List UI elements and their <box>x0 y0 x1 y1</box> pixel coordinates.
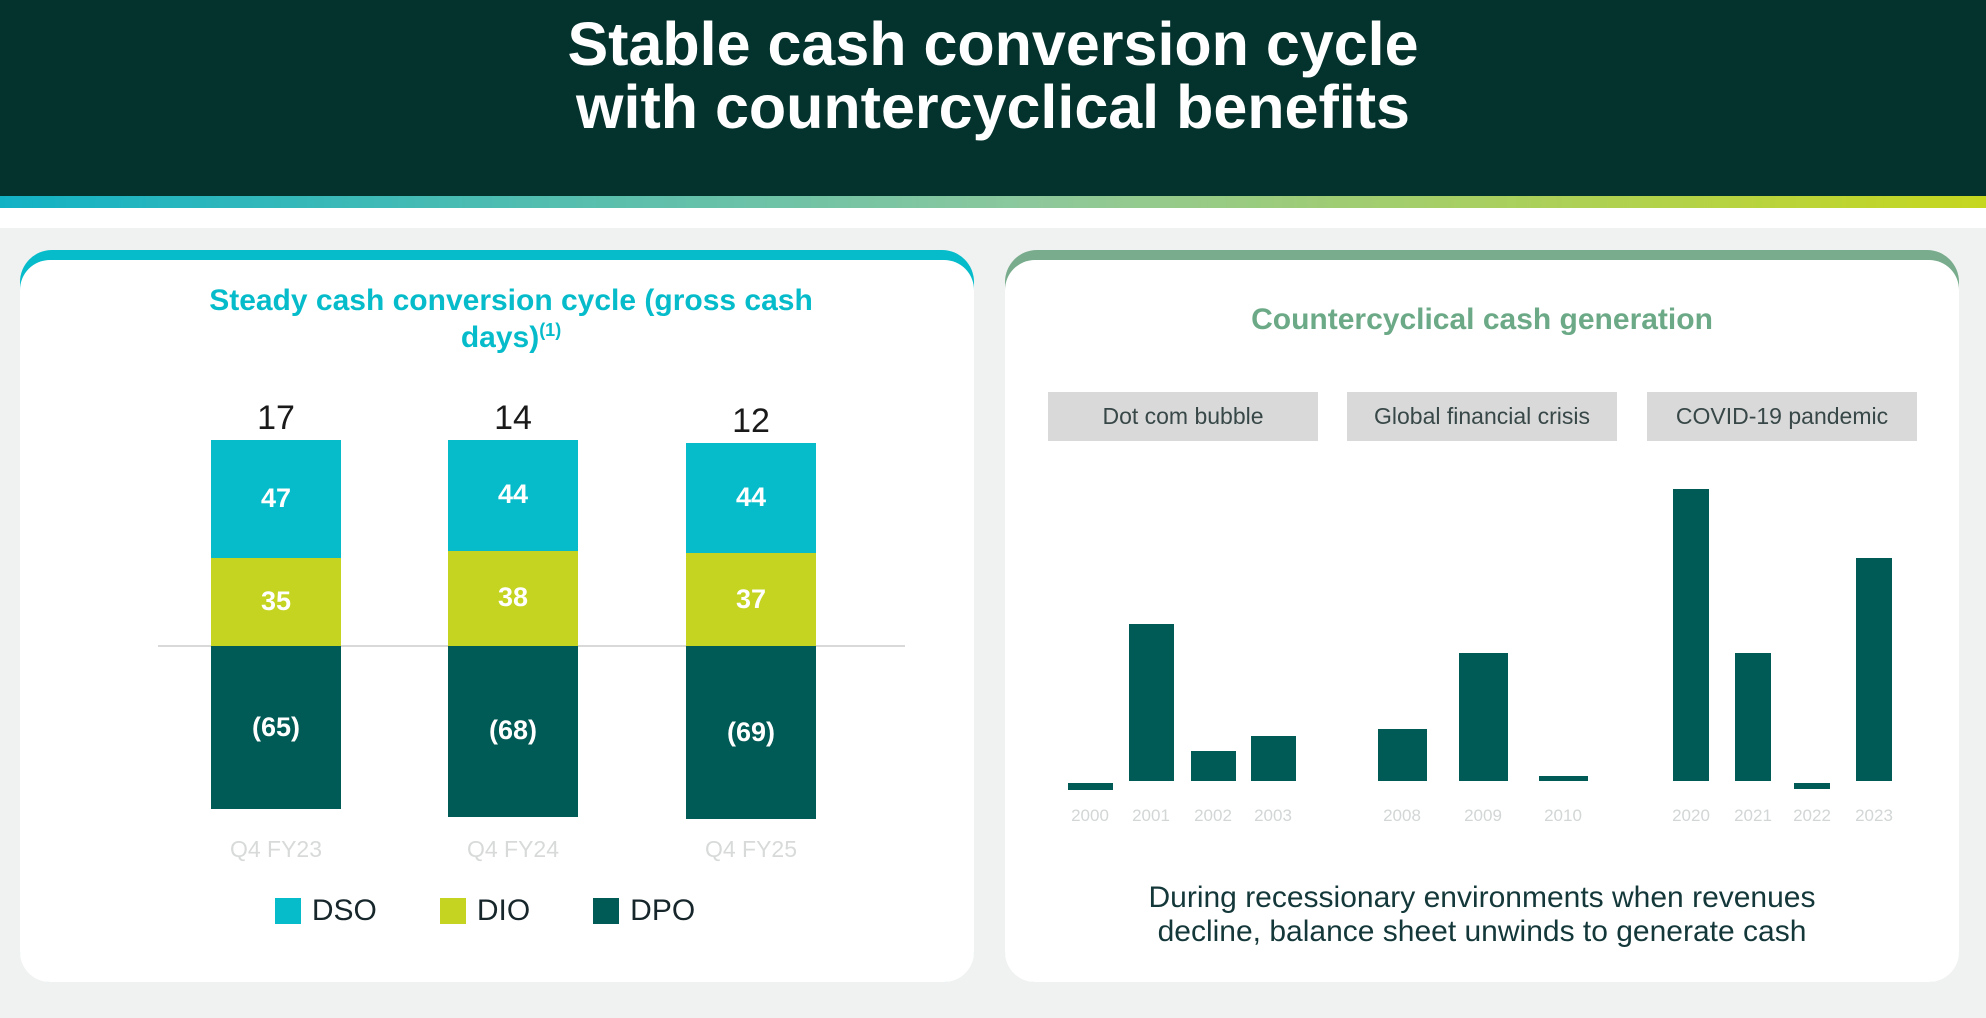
bar-2023 <box>1856 558 1892 781</box>
bar-2021 <box>1735 653 1771 781</box>
dio-label: DIO <box>476 894 531 927</box>
legend-item-dpo: DPO <box>593 894 695 927</box>
bar-value-dio-q4-fy24: 38 <box>497 582 529 613</box>
legend-item-dio: DIO <box>439 894 531 927</box>
countercyclical-panel-body <box>1005 260 1959 982</box>
bar-value-dso-q4-fy23: 47 <box>260 483 292 514</box>
year-label-2009: 2009 <box>1464 806 1502 825</box>
slide-title-line2: with countercyclical benefits <box>576 73 1410 141</box>
stacked-bar-chart: 47 35 (65) 17 Q4 FY23 44 38 (68) 14 Q4 FY24 44 37 (6… <box>20 250 974 982</box>
year-label-2008: 2008 <box>1383 806 1421 825</box>
caption-line2: decline, balance sheet unwinds to genera… <box>1157 915 1807 948</box>
header-divider-strip <box>0 208 1986 228</box>
bar-value-dso-q4-fy24: 44 <box>497 479 529 510</box>
bar-total-q4-fy24: 14 <box>494 399 532 438</box>
cash-cycle-panel-title: Steady cash conversion cycle (gross cash… <box>34 282 988 360</box>
bar-2022 <box>1794 783 1830 789</box>
bar-2003 <box>1250 736 1296 781</box>
category-label-q4-fy23: Q4 FY23 <box>229 836 323 862</box>
countercyclical-panel-title: Countercyclical cash generation <box>1251 303 1713 336</box>
slide-header: Stable cash conversion cycle with counte… <box>0 0 1986 196</box>
countercyclical-panel: Countercyclical cash generation Dot com … <box>1005 250 1959 982</box>
bar-value-dpo-q4-fy24: (68) <box>488 715 537 746</box>
cash-cycle-panel: Steady cash conversion cycle (gross cash… <box>20 250 974 982</box>
bar-2020 <box>1673 489 1709 781</box>
bar-2002 <box>1190 751 1236 781</box>
category-label-q4-fy24: Q4 FY24 <box>466 836 560 862</box>
dio-swatch <box>439 897 466 924</box>
countercyclical-bar-chart: 2000 2001 2002 2003 2008 2009 2010 2020 2021 2022… <box>1005 250 1959 982</box>
dso-label: DSO <box>311 894 377 927</box>
accent-gradient-bar <box>0 196 1986 208</box>
year-label-2002: 2002 <box>1194 806 1232 825</box>
event-box-covid: COVID-19 pandemic <box>1647 392 1917 441</box>
year-label-2000: 2000 <box>1071 806 1109 825</box>
bar-segment-dpo-q4-fy25 <box>686 646 816 820</box>
bar-value-dio-q4-fy23: 35 <box>260 586 292 617</box>
event-box-dot-com: Dot com bubble <box>1048 392 1318 441</box>
dpo-label: DPO <box>630 894 696 927</box>
bar-segment-dso-q4-fy23 <box>211 440 341 559</box>
cash-cycle-title-line2: days) <box>460 321 540 354</box>
bar-segment-dso-q4-fy24 <box>448 440 578 551</box>
caption-line1: During recessionary environments when re… <box>1148 881 1816 914</box>
bar-total-q4-fy23: 17 <box>257 399 295 438</box>
bar-2008 <box>1377 729 1427 781</box>
event-box-gfc: Global financial crisis <box>1347 392 1617 441</box>
dso-swatch <box>274 897 301 924</box>
dpo-swatch <box>593 897 620 924</box>
footnote-marker: (1) <box>539 320 562 340</box>
bar-segment-dio-q4-fy23 <box>211 558 341 646</box>
bar-value-dpo-q4-fy25: (69) <box>726 716 775 747</box>
year-label-2023: 2023 <box>1855 806 1893 825</box>
bar-2010 <box>1538 775 1588 781</box>
legend-item-dso: DSO <box>274 894 377 927</box>
bar-segment-dio-q4-fy25 <box>686 553 816 646</box>
year-label-2001: 2001 <box>1132 806 1170 825</box>
bar-segment-dpo-q4-fy24 <box>448 646 578 817</box>
bar-segment-dpo-q4-fy23 <box>211 646 341 810</box>
bar-value-dpo-q4-fy23: (65) <box>251 711 300 742</box>
bar-value-dso-q4-fy25: 44 <box>735 481 767 512</box>
chart-legend: DSO DIO DPO <box>20 894 974 927</box>
bar-value-dio-q4-fy25: 37 <box>735 583 767 614</box>
cash-cycle-title-line1: Steady cash conversion cycle (gross cash <box>209 284 813 317</box>
year-label-2022: 2022 <box>1793 806 1831 825</box>
bar-segment-dso-q4-fy25 <box>686 442 816 554</box>
year-label-2020: 2020 <box>1672 806 1710 825</box>
slide-title: Stable cash conversion cycle with counte… <box>0 13 1986 139</box>
category-label-q4-fy25: Q4 FY25 <box>704 836 798 862</box>
year-label-2010: 2010 <box>1544 806 1582 825</box>
bar-total-q4-fy25: 12 <box>732 401 770 440</box>
countercyclical-caption: During recessionary environments when re… <box>1005 881 1959 949</box>
bar-2009 <box>1458 653 1508 781</box>
bar-2001 <box>1128 624 1174 781</box>
year-label-2003: 2003 <box>1254 806 1292 825</box>
bar-segment-dio-q4-fy24 <box>448 550 578 646</box>
slide-title-line1: Stable cash conversion cycle <box>567 10 1419 78</box>
year-label-2021: 2021 <box>1734 806 1772 825</box>
bar-2000 <box>1067 783 1113 790</box>
